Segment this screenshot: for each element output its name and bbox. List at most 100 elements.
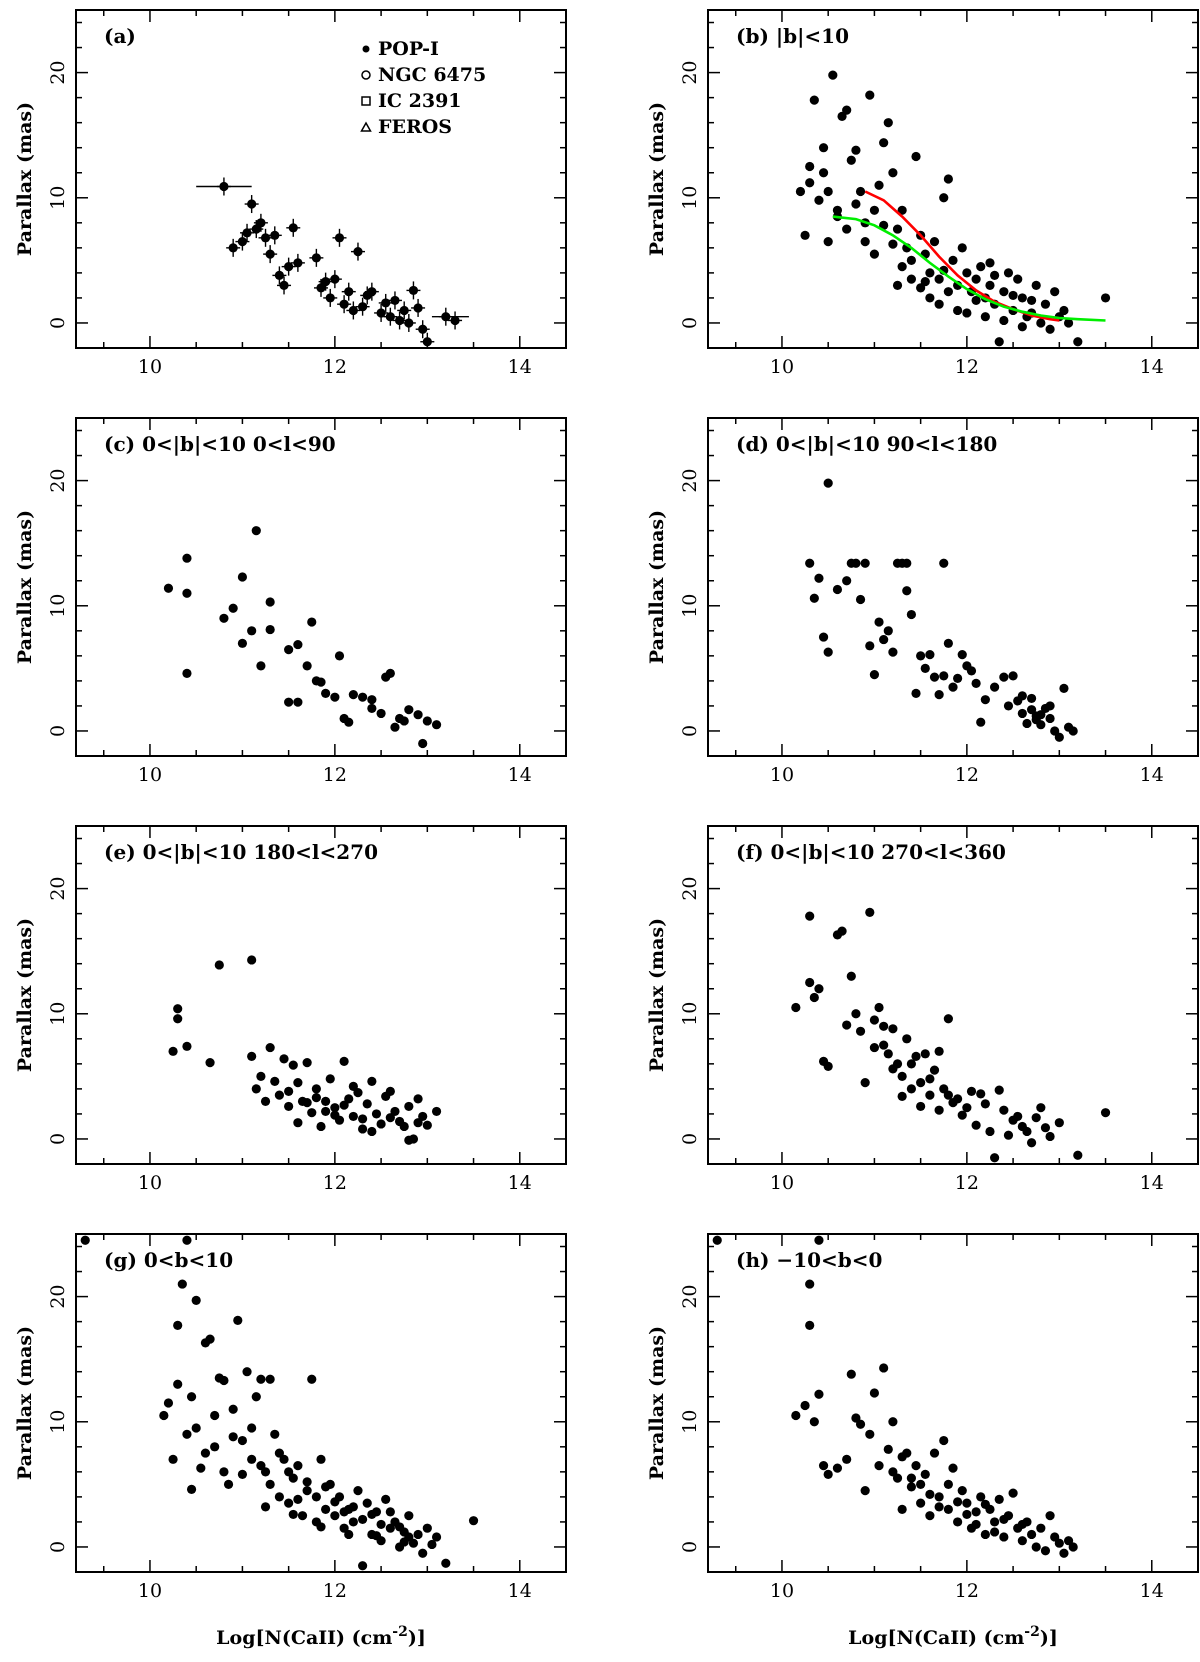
data-layer [168, 955, 442, 1145]
plot-frame [707, 1233, 1199, 1573]
data-point [413, 1094, 423, 1104]
data-point [897, 205, 907, 215]
data-point [934, 299, 944, 309]
data-point [228, 1404, 238, 1414]
data-point [902, 1034, 912, 1044]
data-point [205, 1334, 215, 1344]
data-point [321, 1504, 331, 1515]
data-point [265, 1479, 275, 1489]
data-point [1059, 305, 1069, 316]
data-point [228, 1432, 238, 1442]
y-axis-label: Parallax (mas) [14, 510, 36, 664]
data-point [851, 199, 861, 209]
data-point [828, 70, 838, 80]
legend-marker-open-triangle [360, 121, 372, 132]
data-point [851, 1009, 861, 1019]
data-point [953, 305, 963, 316]
data-point [399, 1537, 409, 1547]
data-layer [791, 907, 1111, 1163]
data-point [814, 1235, 824, 1245]
data-point [219, 613, 229, 623]
panel-e: 10 12 14 0 10 20 Parallax (mas) (e) 0<|b|<10 18… [14, 825, 567, 1194]
data-point [990, 682, 1000, 692]
data-point [906, 1059, 916, 1069]
data-point [237, 1435, 248, 1446]
data-point [911, 151, 921, 162]
data-point [883, 118, 893, 128]
data-point [408, 285, 419, 296]
fit-curve-red [864, 190, 1060, 322]
y-tick-label: 0 [679, 725, 701, 737]
data-point [869, 670, 880, 680]
data-point [256, 218, 266, 228]
data-point [990, 1517, 1000, 1527]
data-point [842, 224, 852, 234]
data-point [376, 308, 386, 318]
data-point [353, 247, 363, 257]
data-point [865, 907, 875, 917]
y-tick-label: 0 [679, 1133, 701, 1145]
data-point [953, 1497, 963, 1507]
data-point [247, 1051, 257, 1061]
data-point [865, 90, 875, 100]
data-layer [795, 70, 1111, 347]
y-axis-label: Parallax (mas) [646, 510, 668, 664]
data-point [957, 243, 967, 253]
data-point [348, 1517, 358, 1527]
data-point [288, 1060, 298, 1070]
data-point [888, 1024, 898, 1034]
data-point [925, 1090, 935, 1100]
data-point [888, 1417, 898, 1427]
y-tick-label: 0 [47, 317, 69, 329]
data-point [284, 1086, 294, 1096]
data-point [925, 268, 935, 278]
data-point [422, 1523, 432, 1533]
data-point [953, 673, 963, 683]
data-point [846, 971, 856, 981]
data-point [242, 1367, 252, 1377]
x-tick-label: 10 [770, 356, 794, 378]
data-point [182, 1041, 192, 1051]
data-point [284, 697, 294, 707]
data-point [302, 1477, 312, 1487]
data-point [1059, 1548, 1069, 1558]
data-point [274, 1090, 284, 1100]
data-point [953, 1517, 963, 1527]
data-point [427, 1539, 437, 1550]
data-point [367, 695, 377, 705]
data-point [334, 651, 345, 661]
data-point [348, 1081, 358, 1091]
data-point [999, 315, 1009, 326]
data-point [321, 277, 331, 287]
data-point [186, 1392, 197, 1402]
data-point [823, 647, 833, 657]
data-point [902, 586, 912, 596]
data-point [943, 1090, 953, 1100]
data-point [934, 274, 944, 284]
data-point [939, 1435, 949, 1446]
data-point [265, 1042, 275, 1053]
y-tick-label: 0 [47, 725, 69, 737]
data-point [897, 1091, 907, 1101]
y-axis-label: Parallax (mas) [14, 918, 36, 1072]
data-point [948, 255, 958, 265]
data-point [860, 1486, 870, 1496]
data-point [311, 253, 321, 263]
data-point [237, 572, 248, 582]
data-point [302, 661, 312, 671]
plot-frame [75, 9, 567, 349]
data-point [431, 1532, 442, 1542]
y-tick-label: 10 [679, 594, 701, 618]
data-point [906, 1084, 916, 1094]
data-point [860, 558, 870, 568]
data-point [404, 318, 414, 328]
data-point [321, 1482, 331, 1492]
data-point [247, 626, 257, 636]
data-point [293, 697, 303, 707]
data-point [976, 717, 986, 727]
data-point [837, 926, 847, 936]
data-point [413, 1529, 423, 1540]
data-point [385, 1113, 395, 1123]
data-point [795, 186, 806, 197]
data-point [450, 315, 460, 326]
